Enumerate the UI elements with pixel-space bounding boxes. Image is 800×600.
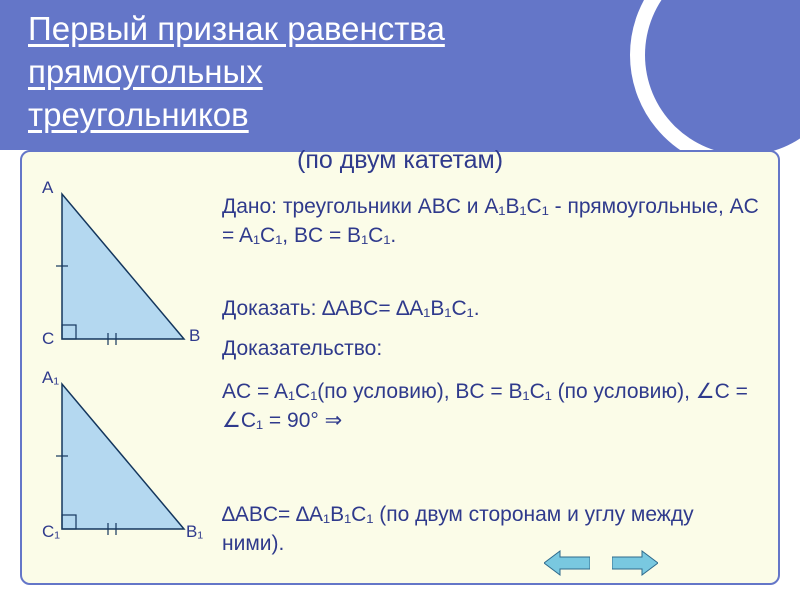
prev-button[interactable] <box>544 549 590 577</box>
subtitle: (по двум катетам) <box>297 146 503 175</box>
prove-text: Доказать: ∆ABC= ∆A₁B₁C₁. <box>222 294 760 323</box>
vertex-c: C <box>42 329 54 349</box>
content-panel: (по двум катетам) A C B A₁ C₁ <box>20 150 780 585</box>
triangle-a1b1c1-svg <box>44 374 194 544</box>
title-line-2: прямоугольных <box>28 53 263 90</box>
triangle-abc: A C B <box>44 184 194 354</box>
vertex-b1: B₁ <box>186 522 203 542</box>
proof-step-2: ∆ABC= ∆A₁B₁C₁ (по двум сторонам и углу м… <box>222 500 760 559</box>
nav-buttons <box>544 549 658 577</box>
slide-title: Первый признак равенства прямоугольных т… <box>28 8 445 137</box>
given-text: Дано: треугольники ABC и A₁B₁C₁ - прямоу… <box>222 192 760 251</box>
proof-step-1: AC = A₁C₁(по условию), BC = B₁C₁ (по усл… <box>222 377 760 436</box>
title-line-3: треугольников <box>28 96 249 133</box>
figure-zone: A C B A₁ C₁ B₁ <box>34 174 214 574</box>
proof-label: Доказательство: <box>222 334 760 363</box>
vertex-c1: C₁ <box>42 522 60 542</box>
title-line-1: Первый признак равенства <box>28 10 445 47</box>
next-button[interactable] <box>612 549 658 577</box>
triangle-a1b1c1: A₁ C₁ B₁ <box>44 374 194 544</box>
triangle-abc-svg <box>44 184 194 354</box>
vertex-a1: A₁ <box>42 368 59 388</box>
vertex-b: B <box>189 326 200 346</box>
vertex-a: A <box>42 178 53 198</box>
